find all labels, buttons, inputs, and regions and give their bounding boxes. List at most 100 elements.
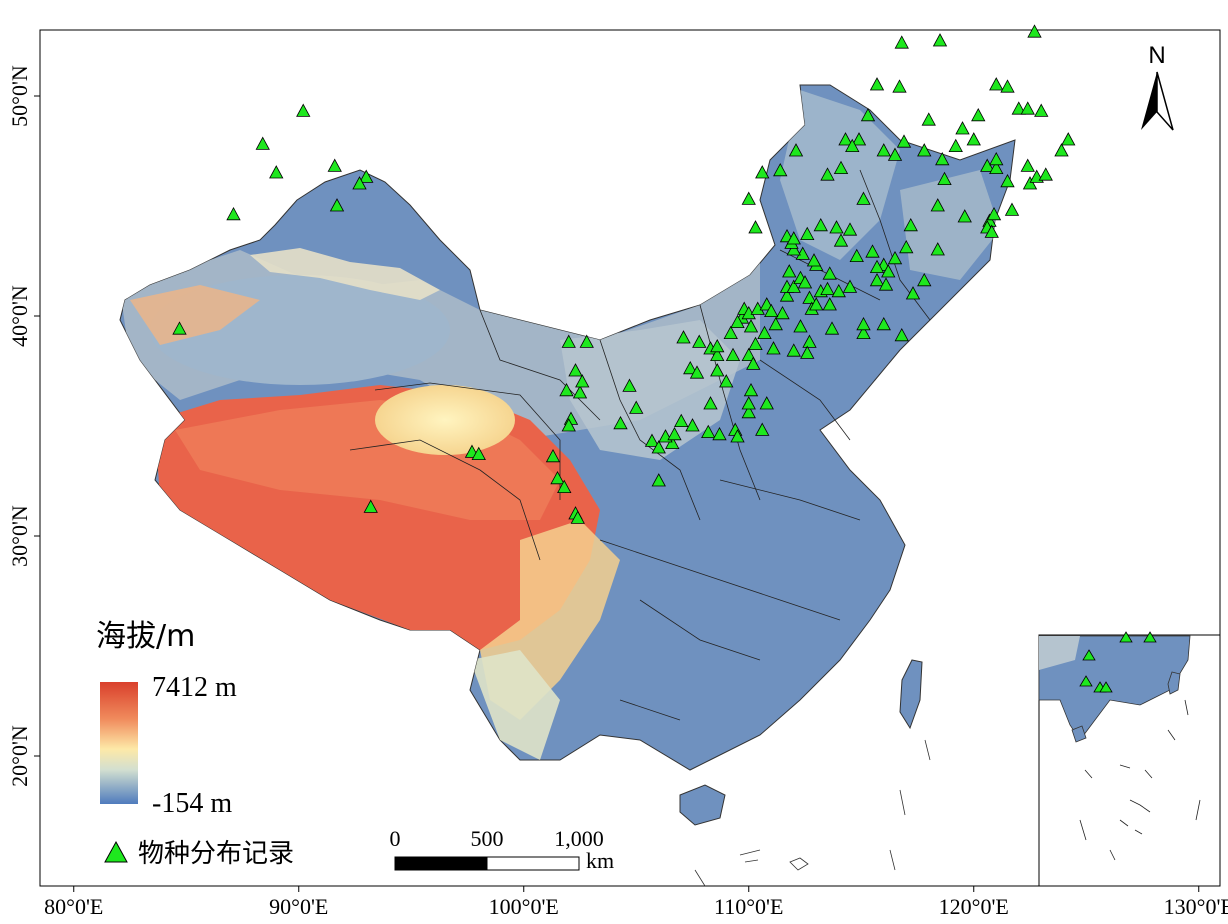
y-tick-label: 20°0'N <box>7 725 32 787</box>
occurrence-marker <box>892 79 907 93</box>
occurrence-marker <box>568 363 583 377</box>
occurrence-marker <box>869 272 885 287</box>
x-axis: 80°0'E 90°0'E 100°0'E 110°0'E 120°0'E 130°0'E <box>44 886 1228 919</box>
y-axis: 50°0'N 40°0'N 30°0'N 20°0'N <box>7 65 40 787</box>
occurrence-marker <box>782 264 797 278</box>
occurrence-marker <box>865 244 880 258</box>
scale-bar-white <box>486 856 580 871</box>
occurrence-marker <box>966 132 981 146</box>
occurrence-marker <box>903 217 918 232</box>
y-tick-label: 50°0'N <box>7 65 32 127</box>
occurrence-marker <box>1099 681 1113 693</box>
north-arrow-icon <box>1141 72 1157 130</box>
occurrence-marker <box>860 107 876 122</box>
occurrence-marker <box>829 220 844 234</box>
occurrence-marker <box>820 281 835 296</box>
occurrence-marker <box>833 233 849 247</box>
occurrence-marker <box>1000 173 1015 188</box>
occurrence-marker <box>1022 176 1038 190</box>
occurrence-marker <box>748 220 763 234</box>
scale-bar-black <box>395 857 487 870</box>
occurrence-marker <box>1082 649 1096 661</box>
occurrence-marker <box>932 33 948 47</box>
occurrence-marker <box>1034 103 1049 117</box>
occurrence-marker <box>629 400 644 414</box>
occurrence-marker <box>759 396 774 410</box>
occurrence-marker <box>989 151 1004 166</box>
occurrence-marker <box>894 35 909 49</box>
occurrence-marker <box>1020 158 1035 172</box>
occurrence-marker <box>786 242 801 256</box>
occurrence-marker <box>806 253 822 267</box>
occurrence-marker <box>887 250 903 265</box>
occurrence-marker <box>561 334 576 348</box>
occurrence-marker <box>820 167 835 181</box>
occurrence-marker <box>557 479 572 494</box>
occurrence-marker <box>665 435 680 450</box>
occurrence-marker <box>1038 167 1053 181</box>
occurrence-marker <box>712 426 727 441</box>
occurrence-marker <box>710 347 725 362</box>
occurrence-marker <box>849 248 864 263</box>
occurrence-marker <box>1061 132 1076 146</box>
occurrence-marker <box>579 334 594 348</box>
occurrence-marker <box>838 132 853 146</box>
occurrence-marker <box>622 378 637 392</box>
occurrence-marker <box>842 222 858 236</box>
occurrence-marker <box>545 448 561 463</box>
occurrence-marker <box>856 191 871 205</box>
occurrence-marker <box>917 143 932 157</box>
occurrence-marker <box>899 239 914 254</box>
occurrence-marker <box>822 266 837 280</box>
occurrence-marker <box>768 316 783 331</box>
occurrence-marker <box>559 382 574 397</box>
occurrence-marker <box>644 433 660 447</box>
north-arrow-icon-outline <box>1156 71 1174 131</box>
occurrence-marker <box>710 338 725 353</box>
occurrence-marker <box>1011 101 1026 115</box>
north-arrow: N <box>1141 42 1174 131</box>
occurrence-marker <box>692 334 707 348</box>
occurrence-marker <box>1119 631 1133 643</box>
occurrence-marker <box>172 321 187 335</box>
x-tick-label: 120°0'E <box>939 894 1009 919</box>
occurrence-marker <box>755 422 770 436</box>
occurrence-marker <box>667 426 682 441</box>
occurrence-marker <box>930 242 945 256</box>
occurrence-marker <box>957 209 972 223</box>
x-tick-label: 80°0'E <box>44 894 103 919</box>
occurrence-marker <box>561 418 576 432</box>
occurrence-marker <box>869 77 885 91</box>
y-tick-label: 30°0'N <box>7 505 32 567</box>
occurrence-marker <box>352 176 367 190</box>
occurrence-marker <box>730 429 745 443</box>
occurrence-marker <box>743 319 759 333</box>
legend-max-label: 7412 m <box>152 672 237 703</box>
occurrence-marker <box>676 330 691 344</box>
occurrence-marker <box>570 510 585 524</box>
scale-bar: 0 500 1,000 km <box>390 826 615 873</box>
occurrence-marker <box>651 473 666 487</box>
occurrence-marker <box>685 418 700 432</box>
occurrence-marker <box>363 499 378 513</box>
occurrence-marker <box>764 303 779 318</box>
occurrence-marker <box>833 160 849 175</box>
occurrence-marker <box>788 143 804 157</box>
occurrence-marker <box>876 316 891 331</box>
occurrence-marker <box>786 279 801 293</box>
occurrence-marker <box>359 169 374 183</box>
x-tick-label: 130°0'E <box>1164 894 1228 919</box>
occurrence-marker <box>831 283 846 298</box>
occurrence-marker <box>896 134 912 148</box>
occurrence-marker <box>822 297 837 311</box>
occurrence-marker <box>723 325 738 340</box>
occurrence-marker <box>327 158 342 172</box>
occurrence-marker <box>775 305 790 320</box>
occurrence-marker <box>1004 202 1020 216</box>
occurrence-marker <box>955 121 970 135</box>
y-tick-label: 40°0'N <box>7 285 32 347</box>
occurrence-marker <box>674 413 689 428</box>
occurrence-marker <box>755 165 770 179</box>
occurrence-marker <box>651 440 666 454</box>
